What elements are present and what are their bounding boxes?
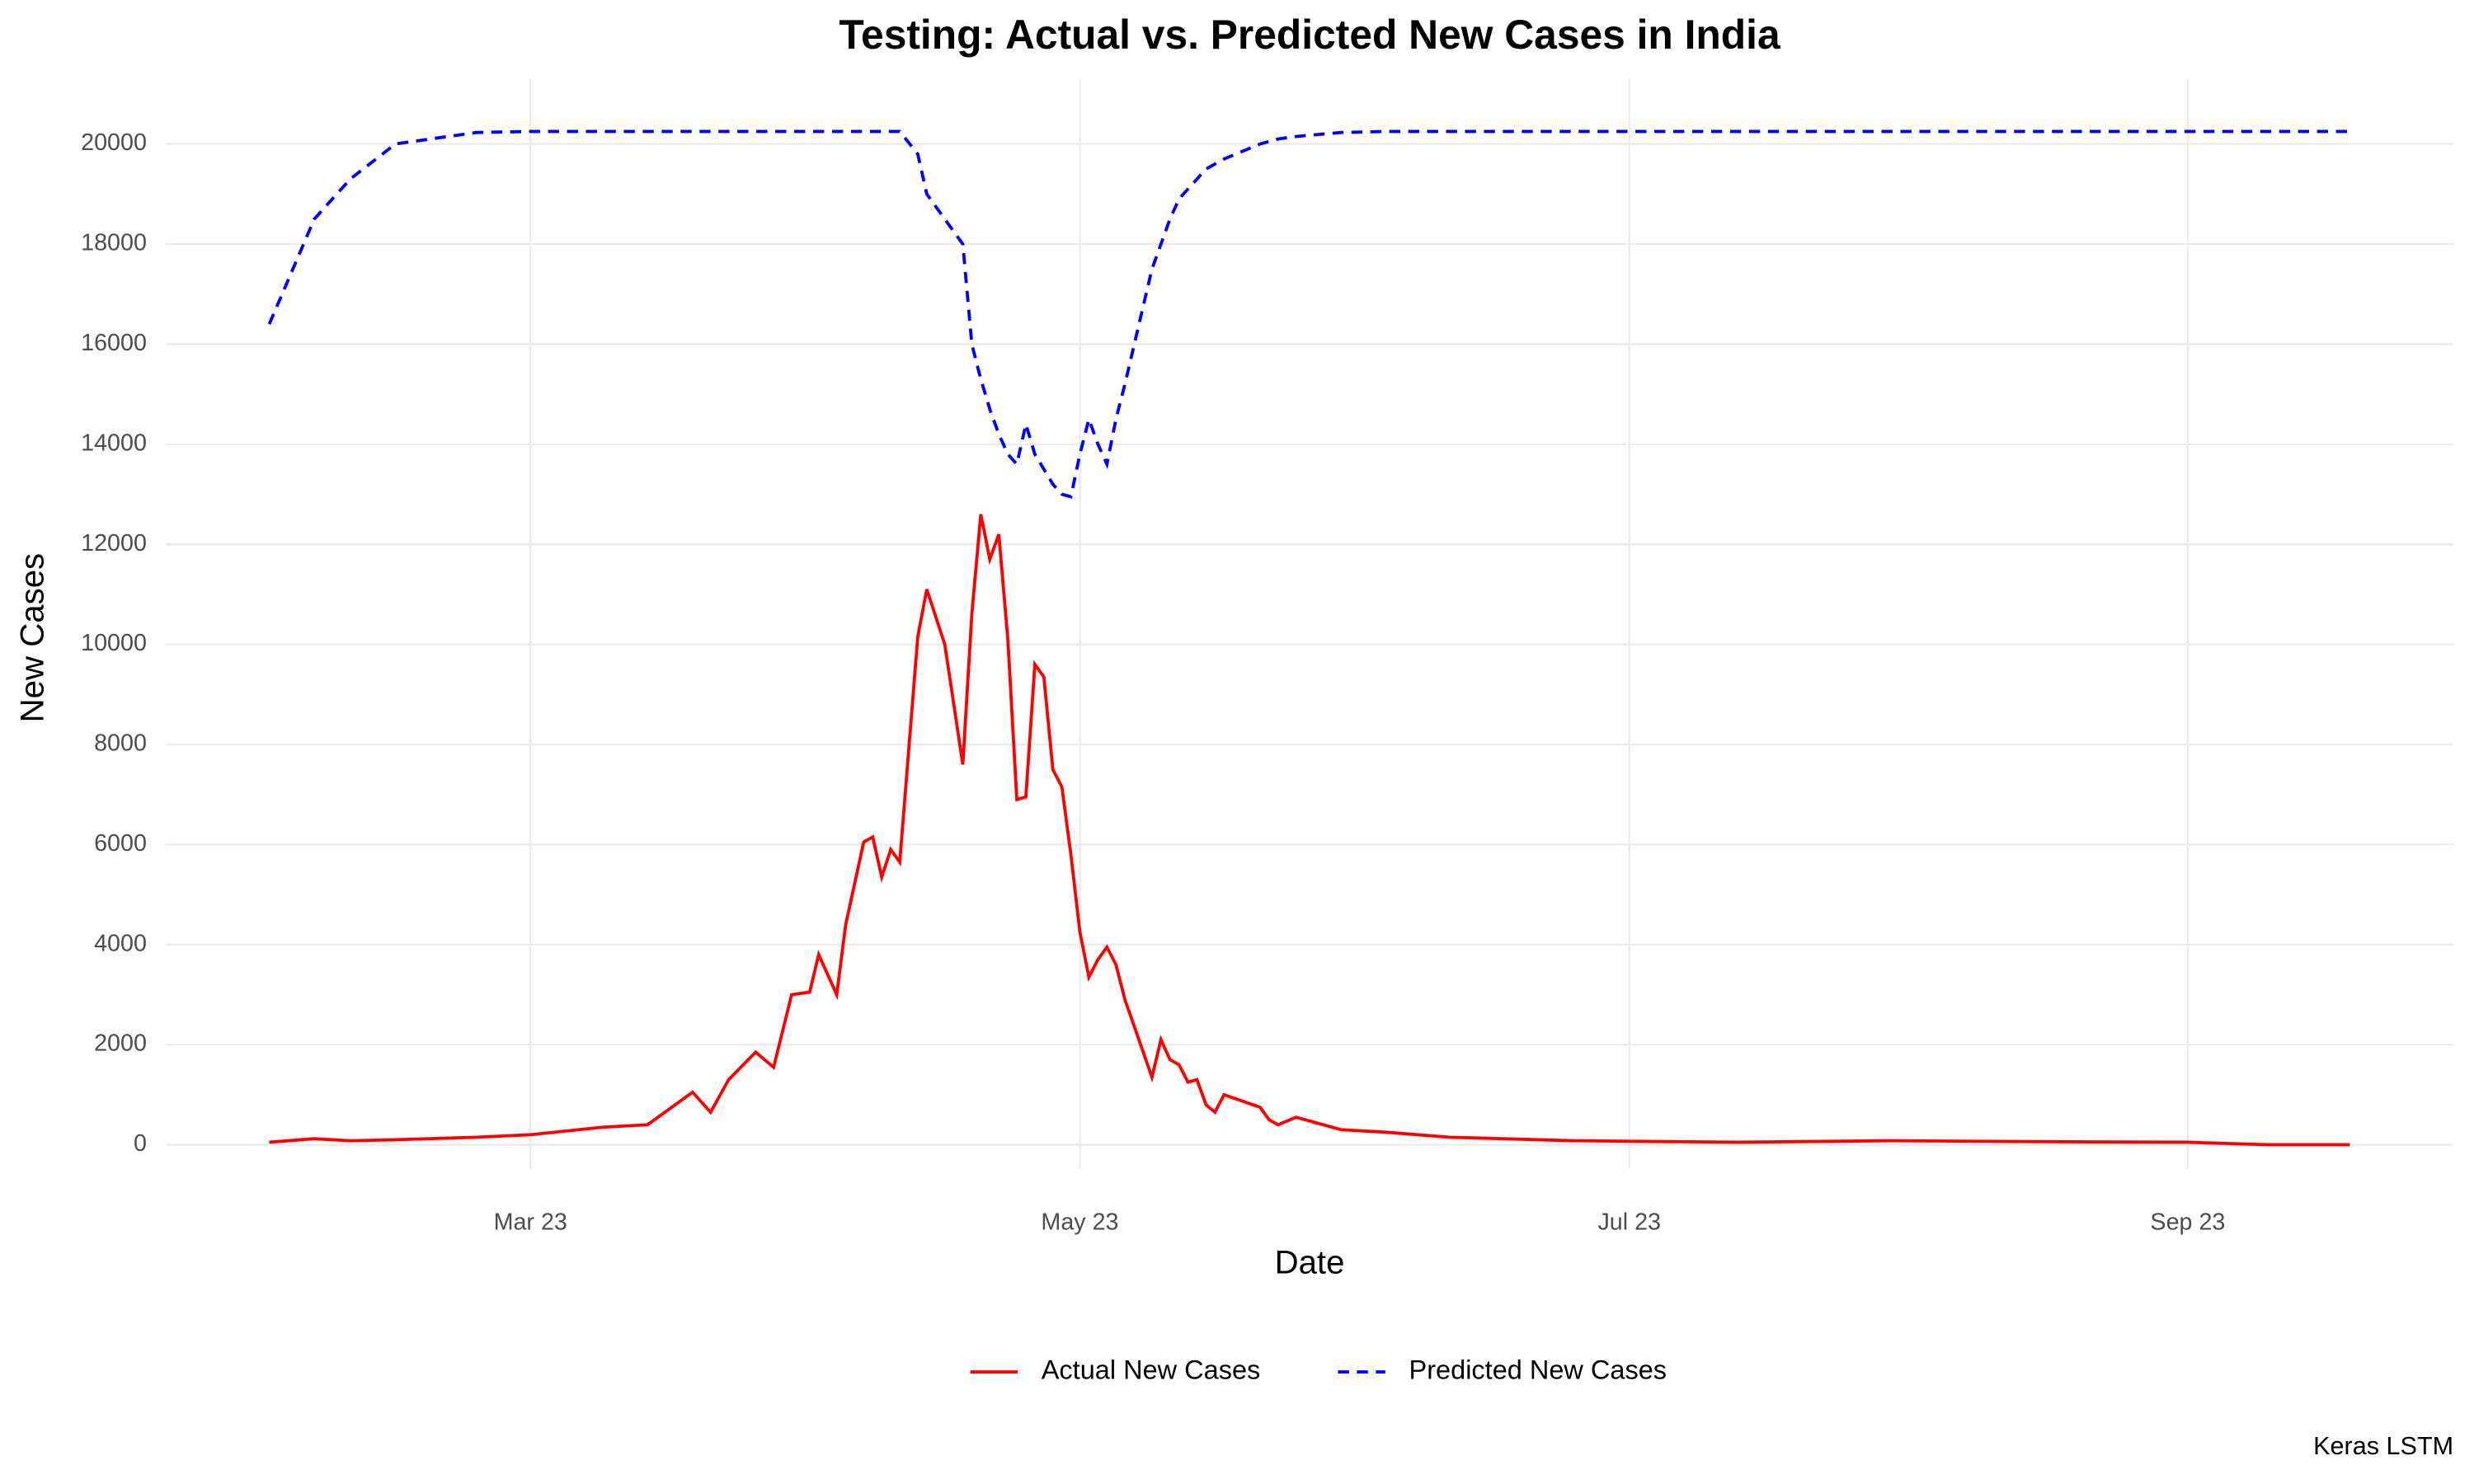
caption: Keras LSTM — [2313, 1432, 2453, 1460]
x-tick-label: May 23 — [1041, 1209, 1118, 1236]
chart-title: Testing: Actual vs. Predicted New Cases … — [839, 12, 1780, 58]
y-tick-label: 10000 — [81, 630, 147, 656]
legend-label: Predicted New Cases — [1409, 1355, 1667, 1385]
series-line — [267, 129, 2350, 499]
series-line — [269, 514, 2350, 1147]
y-tick-label: 0 — [134, 1130, 147, 1157]
x-axis-title: Date — [1275, 1243, 1345, 1280]
y-tick-label: 6000 — [94, 830, 147, 857]
x-tick-label: Sep 23 — [2150, 1209, 2225, 1236]
x-tick-label: Mar 23 — [494, 1209, 567, 1236]
y-tick-label: 4000 — [94, 930, 147, 956]
legend-label: Actual New Cases — [1042, 1355, 1261, 1385]
y-axis-title: New Cases — [14, 553, 51, 723]
x-tick-label: Jul 23 — [1597, 1209, 1661, 1236]
y-tick-label: 2000 — [94, 1031, 147, 1057]
y-tick-label: 18000 — [81, 230, 147, 256]
y-tick-label: 14000 — [81, 430, 147, 456]
y-tick-label: 20000 — [81, 129, 147, 156]
y-tick-label: 12000 — [81, 530, 147, 556]
y-tick-label: 8000 — [94, 730, 147, 757]
y-tick-label: 16000 — [81, 330, 147, 356]
